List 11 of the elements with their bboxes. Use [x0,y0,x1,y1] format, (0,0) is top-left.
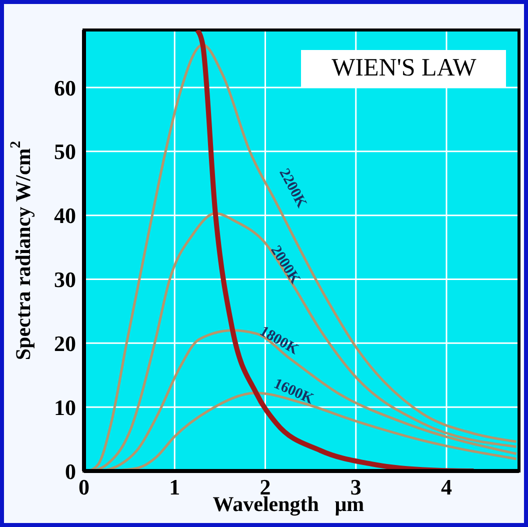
text: 1600K [271,376,316,408]
y-tick-label: 0 [65,458,76,484]
text: WIEN'S LAW [332,54,477,82]
x-tick-label: 1 [169,474,180,500]
y-tick-label: 50 [54,139,76,164]
y-tick-label: 10 [54,394,76,420]
y-tick-label: 30 [54,267,76,292]
y-tick-label: 40 [54,203,76,228]
y-tick-label: 20 [54,330,76,356]
y-tick-label: 60 [54,75,76,100]
x-tick-label: 4 [441,474,452,500]
